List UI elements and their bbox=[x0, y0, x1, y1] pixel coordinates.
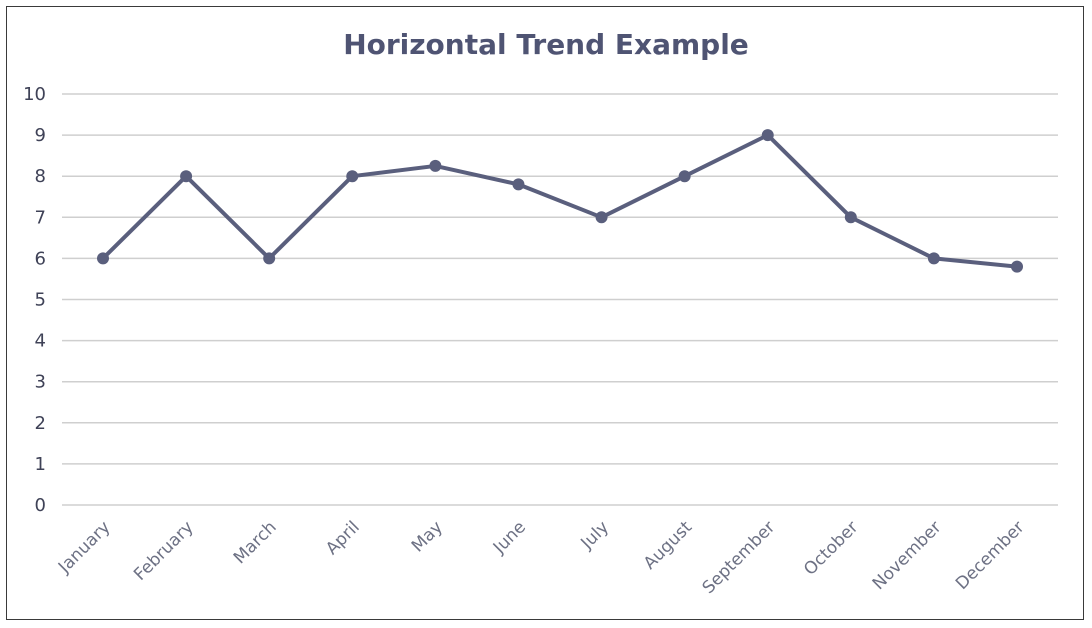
x-tick-label: March bbox=[230, 517, 281, 568]
data-point bbox=[346, 170, 359, 183]
x-axis-ticks: January February March April May June July Augu… bbox=[54, 517, 1028, 598]
x-tick-label: September bbox=[699, 517, 780, 598]
series-group bbox=[97, 129, 1023, 273]
x-tick-label: December bbox=[952, 517, 1028, 593]
series-line bbox=[101, 133, 1019, 269]
x-tick-label: January bbox=[54, 517, 114, 577]
data-point bbox=[595, 211, 608, 224]
gridlines bbox=[62, 93, 1058, 506]
chart-frame bbox=[6, 6, 1084, 620]
y-tick-label: 2 bbox=[35, 413, 46, 434]
y-tick-label: 0 bbox=[35, 495, 46, 516]
x-tick-label: November bbox=[869, 517, 946, 594]
y-tick-label: 7 bbox=[35, 207, 46, 228]
x-tick-label: July bbox=[577, 517, 613, 553]
y-tick-label: 5 bbox=[35, 290, 46, 311]
y-tick-label: 3 bbox=[35, 372, 46, 393]
x-tick-label: February bbox=[130, 517, 197, 584]
y-tick-label: 10 bbox=[23, 84, 46, 105]
data-point bbox=[678, 170, 691, 183]
y-axis-ticks: 0 1 2 3 4 5 6 7 8 9 10 bbox=[23, 84, 46, 516]
y-tick-label: 9 bbox=[35, 125, 46, 146]
y-tick-label: 4 bbox=[35, 331, 46, 352]
chart-title: Horizontal Trend Example bbox=[343, 28, 749, 61]
data-point bbox=[1011, 260, 1023, 273]
x-tick-label: October bbox=[800, 517, 862, 579]
x-tick-label: June bbox=[489, 517, 530, 558]
data-point bbox=[263, 252, 276, 265]
data-point bbox=[927, 252, 940, 265]
data-point bbox=[844, 211, 857, 224]
y-tick-label: 6 bbox=[35, 248, 46, 269]
x-tick-label: April bbox=[322, 517, 364, 559]
data-point bbox=[97, 252, 109, 265]
x-tick-label: August bbox=[640, 517, 696, 573]
data-point bbox=[180, 170, 193, 183]
data-point bbox=[429, 159, 442, 172]
data-point bbox=[512, 178, 525, 191]
y-tick-label: 8 bbox=[35, 166, 46, 187]
data-point bbox=[761, 129, 774, 142]
x-tick-label: May bbox=[408, 517, 447, 556]
y-tick-label: 1 bbox=[35, 454, 46, 475]
